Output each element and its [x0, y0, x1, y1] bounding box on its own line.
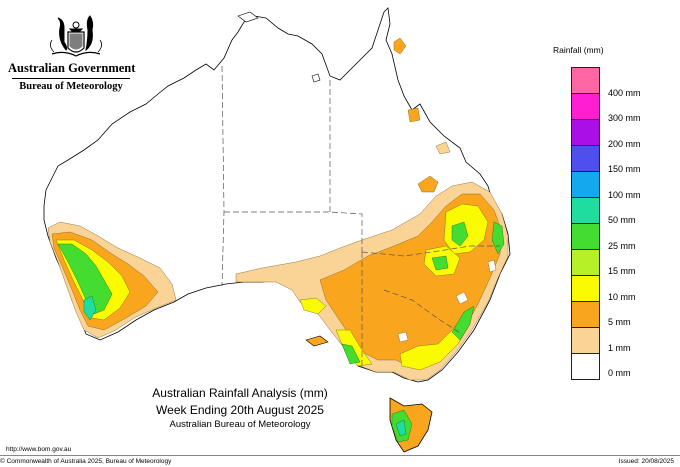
- footer-copyright: © Commonwealth of Australia 2025, Bureau…: [0, 458, 172, 465]
- legend-swatch: [571, 93, 600, 119]
- legend-label: 200 mm: [608, 138, 641, 149]
- rain-5mm-queensland-ne: [407, 107, 421, 123]
- legend-swatch: [571, 119, 600, 145]
- legend-swatch: [571, 197, 600, 223]
- legend-swatch: [571, 275, 600, 301]
- rain-50mm-southwest: [83, 295, 97, 321]
- rain-50mm-tasmania: [395, 419, 407, 437]
- footer-url[interactable]: http://www.bom.gov.au: [6, 446, 72, 453]
- legend-label: 50 mm: [608, 215, 636, 225]
- legend-label: 1 mm: [608, 342, 631, 353]
- kangaroo-island: [305, 335, 329, 347]
- legend-label: 15 mm: [608, 266, 636, 276]
- coat-of-arms-icon: [50, 15, 102, 57]
- rain-25mm-nsw-north: [451, 221, 469, 247]
- legend-swatch: [571, 353, 600, 380]
- government-name: Australian Government: [8, 61, 136, 75]
- legend-swatch: [571, 67, 600, 93]
- legend-label: 300 mm: [608, 113, 641, 123]
- legend-label: 25 mm: [608, 240, 636, 251]
- legend-swatch: [571, 145, 600, 171]
- legend-label: 0 mm: [608, 368, 631, 378]
- legend-label: 5 mm: [608, 317, 631, 327]
- dry-pocket-nsw: [455, 291, 469, 305]
- rain-10mm-sa-gulf: [299, 297, 327, 315]
- legend-swatch: [571, 249, 600, 275]
- legend-label: 400 mm: [608, 87, 641, 98]
- logo-divider: [12, 78, 130, 79]
- dry-pocket-vic: [397, 331, 409, 343]
- groote-eylandt: [311, 73, 321, 83]
- government-logo: Australian Government Bureau of Meteorol…: [8, 10, 136, 100]
- legend-swatch: [571, 301, 600, 327]
- melville-island: [237, 11, 259, 23]
- footer-divider: [0, 455, 680, 456]
- rain-5mm-cape-york: [393, 37, 407, 55]
- footer-issued: Issued: 20/08/2025: [618, 458, 674, 465]
- legend-title: Rainfall (mm): [553, 45, 604, 55]
- rain-25mm-southwest: [57, 243, 113, 315]
- map-source: Australian Bureau of Meteorology: [169, 419, 311, 430]
- legend-swatch: [571, 327, 600, 353]
- legend-label: 10 mm: [608, 291, 636, 302]
- rain-25mm-nsw-coast: [491, 221, 505, 255]
- legend-swatch: [571, 223, 600, 249]
- dry-pocket-nsw-2: [487, 259, 497, 273]
- rain-25mm-nsw-central: [431, 255, 449, 271]
- map-title: Australian Rainfall Analysis (mm): [152, 386, 328, 400]
- legend-label: 100 mm: [608, 189, 641, 200]
- map-period: Week Ending 20th August 2025: [156, 403, 324, 417]
- legend-swatch: [571, 171, 600, 197]
- legend-label: 150 mm: [608, 164, 641, 174]
- rain-1mm-queensland-coast: [435, 141, 451, 155]
- bureau-name: Bureau of Meteorology: [19, 81, 123, 92]
- rain-5mm-queensland: [417, 175, 439, 193]
- legend-swatches: [571, 67, 600, 380]
- map-title-block: Australian Rainfall Analysis (mm) Week E…: [120, 385, 360, 431]
- rain-25mm-sa-coast: [341, 343, 361, 365]
- state-borders: [221, 65, 500, 366]
